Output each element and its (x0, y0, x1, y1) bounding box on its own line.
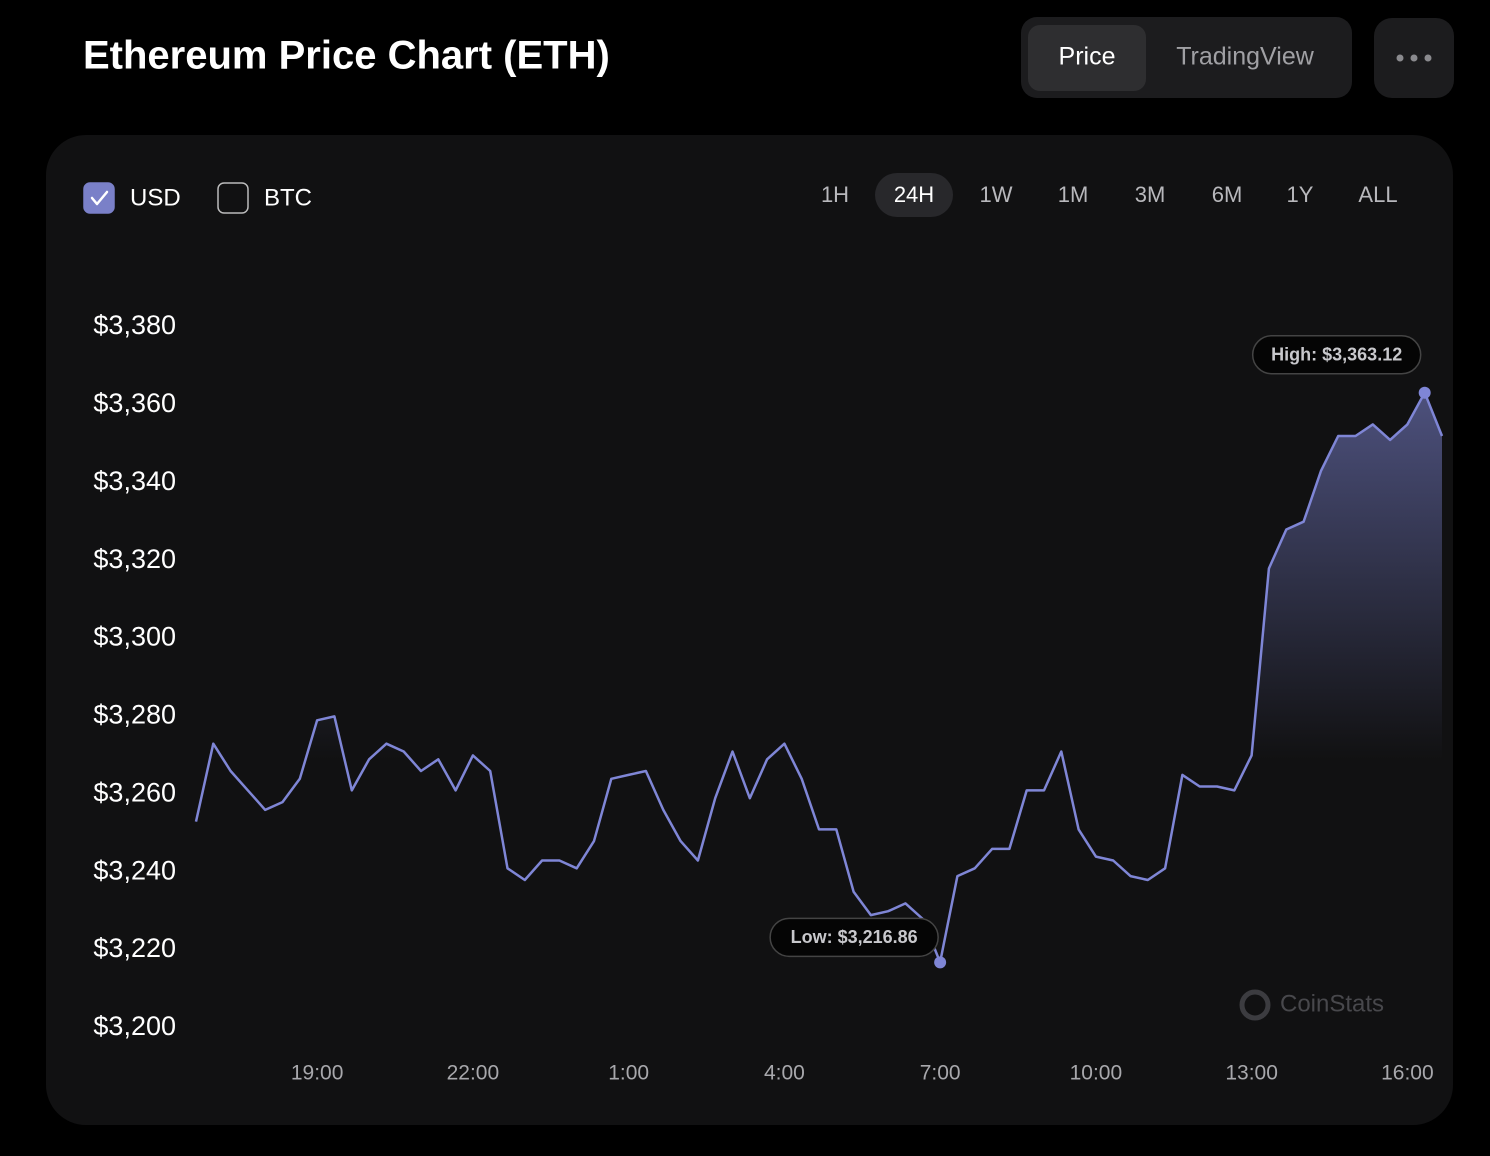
checkbox-label[interactable]: BTC (264, 184, 312, 211)
y-tick-label: $3,220 (93, 933, 176, 963)
x-tick-label: 10:00 (1070, 1062, 1123, 1085)
dot (1424, 54, 1432, 62)
y-tick-label: $3,200 (93, 1011, 176, 1041)
range-button[interactable]: 6M (1212, 182, 1243, 207)
low-point (934, 956, 947, 969)
high-badge (1251, 334, 1422, 375)
range-button[interactable]: 24H (894, 182, 934, 207)
checkbox-label[interactable]: USD (130, 184, 181, 211)
range-button[interactable]: 3M (1135, 182, 1166, 207)
tab[interactable]: Price (1059, 43, 1116, 71)
checkmark (90, 190, 109, 206)
checkbox[interactable] (217, 182, 249, 214)
low-label: Low: $3,216.86 (791, 927, 918, 947)
dot (1396, 54, 1404, 62)
y-tick-label: $3,240 (93, 855, 176, 885)
range-button[interactable]: 1M (1058, 182, 1089, 207)
low-badge (769, 917, 939, 958)
y-tick-label: $3,360 (93, 388, 176, 418)
x-tick-label: 13:00 (1225, 1062, 1278, 1085)
x-tick-label: 19:00 (291, 1062, 344, 1085)
range-button[interactable]: ALL (1358, 182, 1397, 207)
x-tick-label: 1:00 (608, 1062, 649, 1085)
range-button[interactable]: 1H (821, 182, 849, 207)
y-tick-label: $3,320 (93, 544, 176, 574)
x-tick-label: 4:00 (764, 1062, 805, 1085)
x-tick-label: 7:00 (920, 1062, 961, 1085)
x-tick-label: 16:00 (1381, 1062, 1434, 1085)
y-tick-label: $3,280 (93, 700, 176, 730)
y-tick-label: $3,260 (93, 777, 176, 807)
range-active-bg (875, 173, 953, 217)
y-tick-label: $3,380 (93, 310, 176, 340)
x-tick-label: 22:00 (447, 1062, 500, 1085)
page-title: Ethereum Price Chart (ETH) (83, 34, 610, 78)
price-line (194, 391, 1444, 964)
watermark: CoinStats (1280, 990, 1384, 1017)
tab-active-bg (1028, 25, 1146, 91)
y-tick-label: $3,340 (93, 466, 176, 496)
plot: $3,200 $3,220 $3,240 $3,260 $3,280 $3,300 $3,3… (93, 310, 1444, 1085)
dot (1410, 54, 1418, 62)
high-label: High: $3,363.12 (1271, 344, 1402, 364)
checkbox[interactable] (83, 182, 115, 214)
range-button[interactable]: 1Y (1287, 182, 1314, 207)
range-button[interactable]: 1W (980, 182, 1013, 207)
high-point (1418, 386, 1431, 399)
tab[interactable]: TradingView (1176, 43, 1315, 71)
controls: Price TradingView USD BTC 1H 24H 1W 1M 3M 6M 1Y ALL (83, 25, 1398, 217)
watermark-icon (1239, 989, 1271, 1021)
y-tick-label: $3,300 (93, 622, 176, 652)
